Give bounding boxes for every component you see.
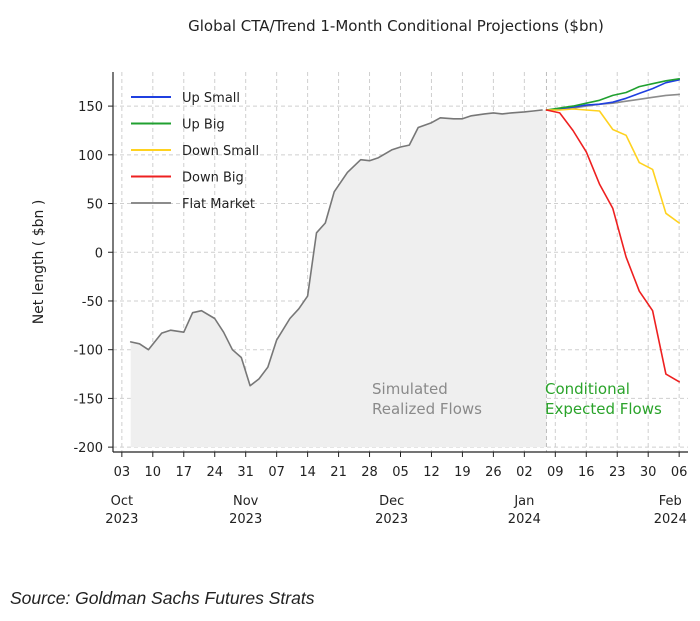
legend-label: Down Big: [182, 171, 244, 186]
realized-flow-line: [129, 109, 543, 387]
legend-label: Up Small: [182, 91, 240, 106]
x-tick-label: 06: [671, 465, 688, 480]
x-tick-label: 12: [423, 465, 440, 480]
y-tick-label: 0: [95, 246, 103, 261]
source-note: Source: Goldman Sachs Futures Strats: [10, 588, 315, 608]
month-label: Nov: [233, 494, 259, 509]
legend-label: Down Small: [182, 144, 259, 159]
series-lines: [129, 78, 681, 387]
year-label: 2024: [508, 512, 541, 527]
expected-flows-annotation: Conditional: [545, 380, 630, 398]
y-tick-label: -50: [82, 295, 103, 310]
legend-label: Flat Market: [182, 197, 255, 212]
year-label: 2023: [105, 512, 138, 527]
month-label: Oct: [111, 494, 133, 509]
realized-shaded-area: [130, 72, 547, 452]
x-tick-label: 31: [237, 465, 254, 480]
y-tick-label: 100: [78, 149, 103, 164]
realized-flows-annotation: Simulated: [372, 380, 448, 398]
year-label: 2023: [229, 512, 262, 527]
series-line-down-small: [545, 108, 681, 224]
month-label: Dec: [379, 494, 404, 509]
y-tick-label: 50: [86, 198, 103, 213]
x-tick-label: 19: [454, 465, 471, 480]
x-tick-label: 05: [392, 465, 409, 480]
x-tick-label: 03: [114, 465, 131, 480]
month-label: Feb: [659, 494, 682, 509]
y-tick-label: -100: [73, 344, 103, 359]
month-label: Jan: [513, 494, 534, 509]
realized-area-fill: [130, 110, 547, 448]
year-label: 2024: [654, 512, 687, 527]
annotations: Simulated Realized Flows Conditional Expect…: [372, 380, 662, 418]
x-tick-label: 14: [299, 465, 316, 480]
y-tick-labels: 150 100 50 0 -50 -100 -150 -200: [73, 100, 113, 456]
x-tick-label: 21: [330, 465, 347, 480]
y-tick-label: 150: [78, 100, 103, 115]
x-tick-label: 07: [268, 465, 285, 480]
cta-projection-chart: Global CTA/Trend 1-Month Conditional Pro…: [31, 17, 688, 527]
x-tick-label: 26: [485, 465, 502, 480]
x-tick-label: 17: [175, 465, 192, 480]
x-tick-label: 28: [361, 465, 378, 480]
y-tick-label: -150: [73, 392, 103, 407]
series-line-up-big: [545, 78, 681, 111]
legend-label: Up Big: [182, 118, 225, 133]
realized-flows-annotation: Realized Flows: [372, 400, 482, 418]
y-tick-label: -200: [73, 441, 103, 456]
x-tick-labels: 03 10 17 24 31 07 14 21 28 05 12 19 26 02 09 16 23 30 06 Oc…: [105, 452, 687, 527]
x-tick-label: 23: [609, 465, 626, 480]
y-axis-label: Net length ( $bn ): [31, 200, 47, 325]
x-tick-label: 16: [578, 465, 595, 480]
year-label: 2023: [375, 512, 408, 527]
chart-title: Global CTA/Trend 1-Month Conditional Pro…: [188, 17, 604, 35]
series-line-down-big: [545, 109, 681, 383]
x-tick-label: 10: [145, 465, 162, 480]
x-tick-label: 09: [547, 465, 564, 480]
expected-flows-annotation: Expected Flows: [545, 400, 662, 418]
x-tick-label: 02: [516, 465, 533, 480]
x-tick-label: 24: [206, 465, 223, 480]
series-line-up-small: [545, 79, 681, 111]
x-tick-label: 30: [640, 465, 657, 480]
legend: Up Small Up Big Down Small Down Big Flat Mar…: [131, 91, 259, 212]
